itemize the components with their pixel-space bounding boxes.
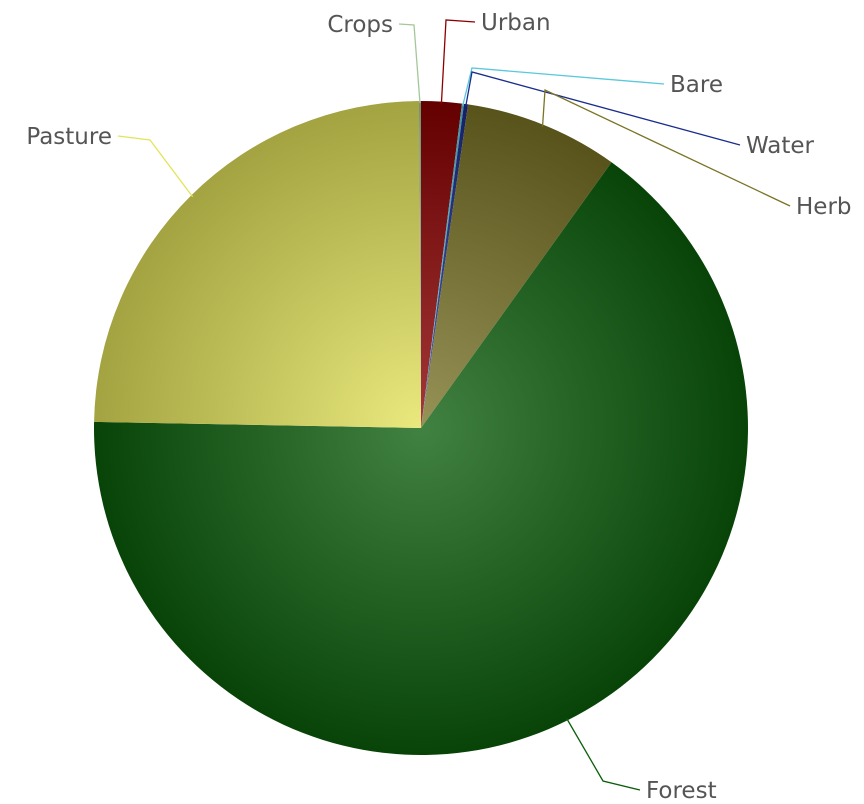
leader-line-pasture	[117, 135, 194, 198]
leader-lines-layer	[117, 19, 791, 791]
label-forest: Forest	[646, 778, 717, 804]
data-labels-layer: Urban Bare Water Herb Forest Pasture Crops	[26, 10, 851, 804]
leader-line-forest	[566, 718, 641, 791]
leader-line-water	[465, 71, 741, 146]
label-herb: Herb	[796, 194, 852, 220]
slices-layer	[94, 101, 749, 755]
slice-forest[interactable]	[94, 162, 749, 755]
slice-herb[interactable]	[421, 104, 612, 429]
slice-crops[interactable]	[418, 101, 421, 428]
label-urban: Urban	[481, 10, 551, 36]
leader-line-bare	[462, 67, 665, 106]
label-crops: Crops	[327, 12, 393, 38]
label-pasture: Pasture	[26, 124, 112, 150]
label-bare: Bare	[670, 72, 723, 98]
leader-line-urban	[440, 19, 476, 104]
slice-pasture[interactable]	[94, 101, 421, 428]
slice-bare[interactable]	[421, 103, 465, 428]
slice-water[interactable]	[421, 103, 469, 428]
leader-line-crops	[398, 23, 421, 104]
label-water: Water	[746, 133, 815, 159]
slice-urban[interactable]	[421, 101, 462, 428]
leader-line-herb	[541, 89, 791, 207]
